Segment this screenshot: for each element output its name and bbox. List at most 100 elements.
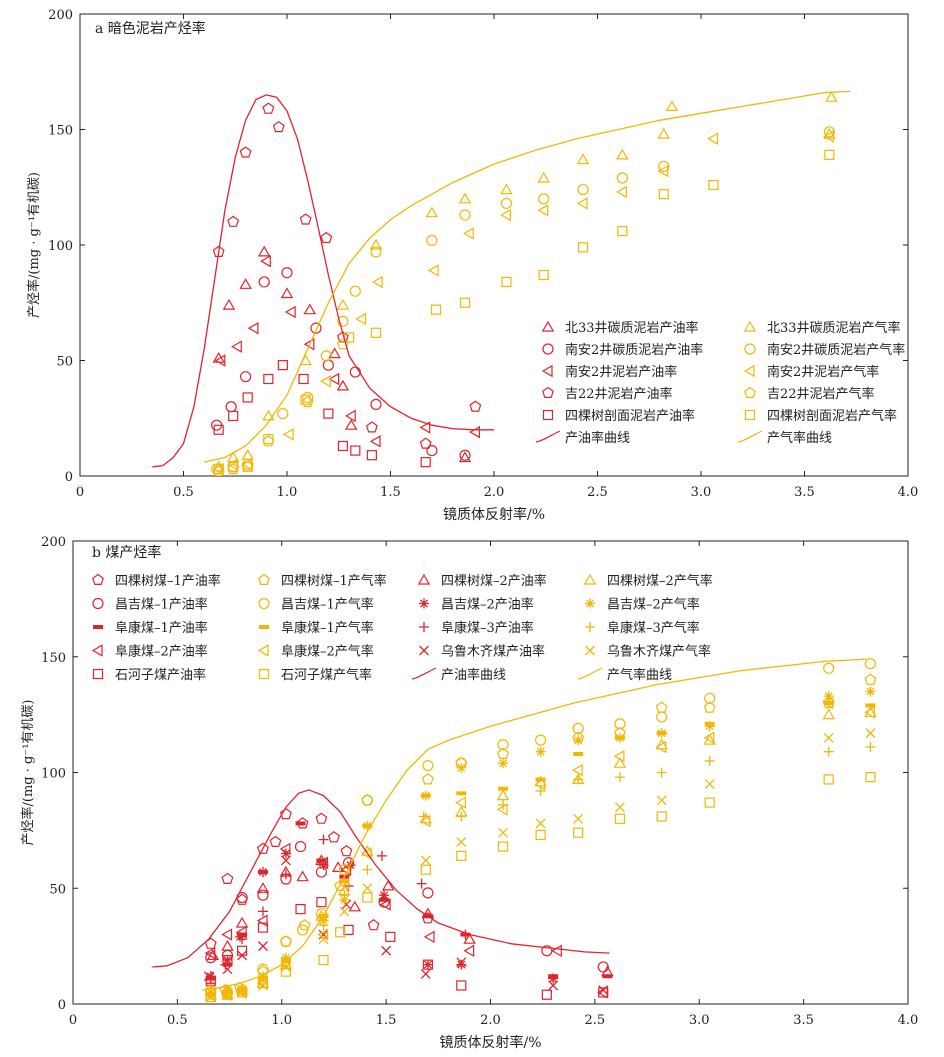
data-point: [469, 425, 480, 439]
data-point: [541, 989, 552, 1000]
legend-label: 四棵树煤–2产气率: [607, 573, 713, 589]
y-tick-label: 150: [41, 651, 66, 666]
legend-item: 乌鲁木齐煤产气率: [585, 644, 711, 660]
data-point: [300, 394, 311, 405]
data-point: [370, 327, 382, 338]
data-point: [823, 691, 834, 702]
data-point: [240, 371, 252, 383]
data-point: [497, 841, 509, 852]
data-point: [280, 966, 292, 977]
data-point: [535, 818, 546, 829]
data-point: [576, 153, 590, 165]
legend-label: 产气率曲线: [607, 667, 672, 683]
legend-item: 吉22井泥岩产气率: [744, 386, 875, 402]
data-point: [598, 987, 609, 998]
data-point: [242, 461, 253, 472]
data-point: [222, 954, 233, 966]
data-point: [422, 959, 433, 970]
legend-marker: [419, 598, 429, 609]
data-point: [822, 708, 835, 720]
legend-marker: [585, 622, 595, 632]
data-point: [277, 408, 289, 420]
data-point: [344, 419, 358, 430]
legend-marker: [259, 625, 269, 629]
data-point: [657, 164, 669, 178]
data-point: [336, 331, 349, 343]
legend-item: 南安2井碳质泥岩产油率: [542, 342, 703, 358]
data-point: [256, 842, 269, 854]
legend-marker: [744, 386, 756, 398]
legend-item: 阜康煤–1产气率: [259, 620, 374, 636]
data-point: [707, 132, 719, 145]
legend-item: 南安2井泥岩产油率: [541, 364, 677, 380]
x-tick-label: 2.0: [484, 485, 505, 500]
data-point: [367, 919, 380, 931]
data-point: [239, 146, 252, 158]
data-point: [430, 304, 442, 315]
data-point: [279, 842, 291, 856]
data-point: [823, 662, 835, 674]
legend-label: 昌吉煤–1产气率: [281, 597, 374, 613]
data-point: [205, 991, 216, 1003]
legend-marker: [577, 667, 603, 680]
data-point: [865, 728, 876, 739]
data-point: [704, 779, 715, 790]
data-point: [379, 898, 391, 911]
legend-item: 北33井碳质泥岩产油率: [541, 320, 699, 336]
x-tick-label: 1.5: [376, 1013, 397, 1028]
y-tick-label: 0: [58, 998, 66, 1013]
data-point: [538, 193, 550, 205]
data-point: [616, 172, 628, 184]
y-tick-label: 200: [41, 535, 66, 550]
data-point: [239, 278, 252, 289]
data-point: [213, 424, 224, 435]
legend-label: 吉22井泥岩产油率: [565, 386, 673, 402]
legend-marker: [744, 343, 756, 355]
data-point: [369, 238, 383, 250]
legend-label: 昌吉煤–2产气率: [607, 597, 700, 613]
data-point: [335, 927, 346, 938]
data-point: [269, 835, 282, 848]
data-point: [456, 811, 467, 822]
data-point: [658, 160, 670, 173]
legend-marker: [743, 320, 757, 332]
legend-label: 产油率曲线: [565, 430, 630, 446]
data-point: [328, 347, 341, 359]
legend-marker: [585, 645, 595, 656]
data-point: [236, 945, 248, 956]
x-tick-label: 4.0: [898, 485, 919, 500]
data-point: [573, 735, 584, 746]
legend-label: 乌鲁木齐煤产气率: [607, 644, 711, 660]
data-point: [613, 750, 625, 763]
data-point: [262, 409, 275, 421]
series-1: [211, 267, 471, 461]
legend-item: 阜康煤–2产油率: [91, 644, 208, 660]
data-point: [419, 814, 431, 828]
data-point: [258, 276, 270, 288]
legend-marker: [419, 645, 429, 656]
data-point: [296, 870, 309, 882]
data-point: [236, 893, 249, 905]
data-point: [572, 763, 583, 777]
data-point: [822, 696, 834, 710]
data-point: [456, 836, 467, 847]
legend-item: 阜康煤–2产气率: [257, 644, 374, 660]
data-point: [320, 231, 333, 244]
data-point: [597, 961, 609, 973]
legend-marker: [542, 386, 554, 398]
data-point: [497, 739, 509, 751]
data-point: [204, 946, 216, 960]
data-point: [456, 762, 467, 773]
series-6: [204, 842, 608, 999]
data-point: [236, 987, 248, 998]
data-point: [222, 298, 236, 310]
legend-label: 北33井碳质泥岩产油率: [565, 320, 699, 336]
data-point: [296, 817, 309, 829]
legend-item: 四棵树煤–1产油率: [92, 573, 221, 589]
series-6: [211, 126, 835, 475]
data-point: [316, 897, 327, 908]
x-tick-label: 2.5: [587, 485, 608, 500]
plot-area: [152, 90, 851, 476]
legend-item: 吉22井泥岩产油率: [542, 386, 673, 402]
data-point: [573, 774, 584, 785]
